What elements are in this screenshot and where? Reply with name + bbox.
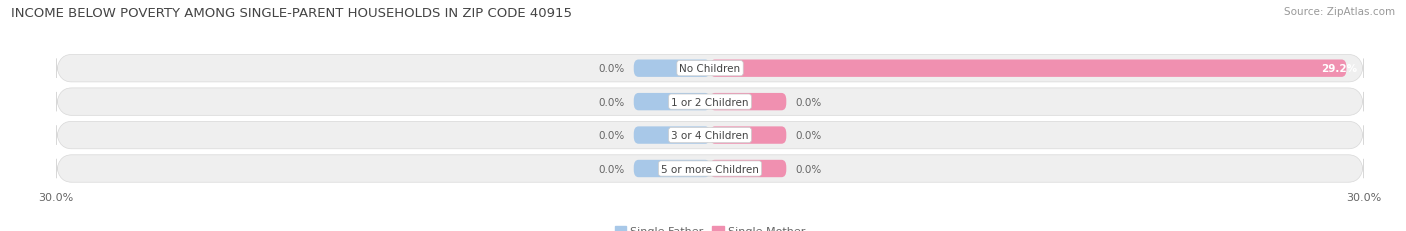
- Text: Source: ZipAtlas.com: Source: ZipAtlas.com: [1284, 7, 1395, 17]
- Text: 5 or more Children: 5 or more Children: [661, 164, 759, 174]
- Legend: Single Father, Single Mother: Single Father, Single Mother: [610, 221, 810, 231]
- FancyBboxPatch shape: [634, 60, 710, 78]
- Text: No Children: No Children: [679, 64, 741, 74]
- FancyBboxPatch shape: [710, 94, 786, 111]
- Text: 0.0%: 0.0%: [794, 131, 821, 140]
- FancyBboxPatch shape: [634, 160, 710, 177]
- Text: 29.2%: 29.2%: [1322, 64, 1357, 74]
- FancyBboxPatch shape: [710, 160, 786, 177]
- FancyBboxPatch shape: [710, 127, 786, 144]
- FancyBboxPatch shape: [56, 122, 1364, 149]
- FancyBboxPatch shape: [56, 88, 1364, 116]
- Text: 0.0%: 0.0%: [599, 97, 626, 107]
- FancyBboxPatch shape: [710, 60, 1347, 78]
- Text: 0.0%: 0.0%: [599, 164, 626, 174]
- Text: 0.0%: 0.0%: [599, 131, 626, 140]
- FancyBboxPatch shape: [634, 94, 710, 111]
- Text: 3 or 4 Children: 3 or 4 Children: [671, 131, 749, 140]
- Text: INCOME BELOW POVERTY AMONG SINGLE-PARENT HOUSEHOLDS IN ZIP CODE 40915: INCOME BELOW POVERTY AMONG SINGLE-PARENT…: [11, 7, 572, 20]
- FancyBboxPatch shape: [56, 155, 1364, 182]
- Text: 0.0%: 0.0%: [794, 164, 821, 174]
- Text: 0.0%: 0.0%: [599, 64, 626, 74]
- FancyBboxPatch shape: [634, 127, 710, 144]
- FancyBboxPatch shape: [56, 55, 1364, 82]
- Text: 0.0%: 0.0%: [794, 97, 821, 107]
- Text: 1 or 2 Children: 1 or 2 Children: [671, 97, 749, 107]
